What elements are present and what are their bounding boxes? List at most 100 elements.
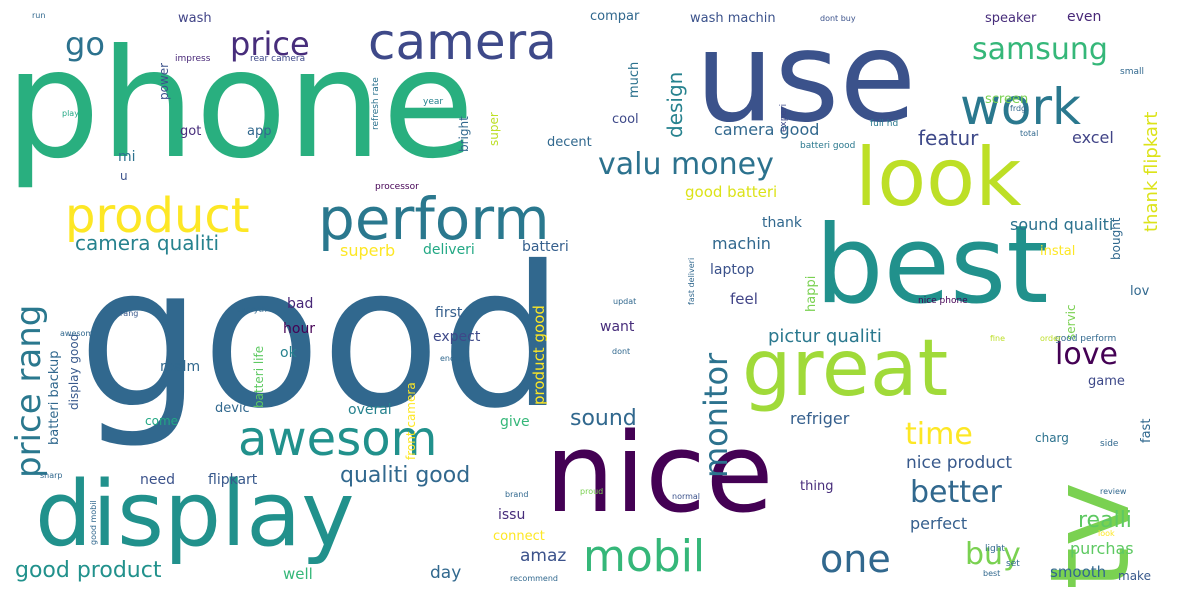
word: one [820,537,891,581]
word: small [1120,67,1144,77]
word: laptop [710,262,755,278]
word: want [600,319,635,335]
word: devic [215,401,250,416]
word: good product [15,558,162,583]
word: fine [990,334,1006,343]
word: sharp [40,471,63,480]
word: perform [318,185,550,253]
word: power [157,62,171,100]
word: camera [368,13,557,71]
word: expect [433,329,481,345]
word: rang [120,309,139,318]
word: thing [800,479,834,494]
word: screen [985,92,1029,107]
word: nice product [906,453,1013,473]
word: play [62,109,79,118]
word: got [180,124,202,139]
word: side [1100,439,1119,449]
word: best [983,569,1001,578]
word: impress [175,54,211,64]
word: machin [712,234,771,253]
word: day [430,563,462,583]
word: display good [67,333,81,410]
word: everyth [236,305,267,314]
word: better [910,475,1002,510]
word: experi [779,103,789,132]
word: mi [118,149,136,165]
word: smooth [1050,563,1107,581]
word: bright [457,116,471,152]
word: amaz [520,546,567,566]
word: superb [340,241,396,260]
word: run [32,11,46,20]
word: feel [730,290,758,308]
word: fast deliveri [687,257,696,305]
word: speaker [985,11,1037,26]
word: love [1055,337,1118,372]
word: decent [547,135,592,150]
word: dont [612,347,631,356]
word: normal [672,492,701,501]
word: perfect [910,514,968,533]
word: good mobil [89,500,98,545]
word: look [1098,529,1115,538]
word: realm [160,359,201,375]
word: full hd [870,119,899,129]
word: review [1100,487,1127,496]
word: u [120,169,128,183]
word: compar [590,9,640,24]
word: brand [505,490,529,499]
word: work [960,78,1081,136]
word: give [500,414,530,430]
word: camera qualiti [75,231,220,255]
word: sound [570,406,637,431]
word: issu [498,507,526,523]
word: cool [612,112,639,127]
word: featur [918,126,979,150]
word: first [435,305,463,321]
word: enough [440,354,471,363]
word: app [247,124,272,139]
word: come [145,414,179,428]
word: nice [545,409,774,537]
word: buy [965,537,1021,572]
word: excel [1072,128,1114,147]
word: go [65,25,105,63]
word: design [663,71,687,138]
word: samsung [972,32,1108,67]
word: well [283,565,313,583]
word: game [1088,374,1125,389]
word: overal [348,402,392,418]
word: valu money [598,147,774,182]
word: phone [5,18,475,192]
word: make [1118,569,1151,583]
word: wash [178,11,212,26]
word: much [627,61,642,98]
word: order [1040,334,1062,343]
word: processor [375,182,419,192]
word: bad [287,296,314,312]
word: connect [493,529,545,544]
word: awesom [238,411,438,467]
word: year [423,97,444,107]
word: use [695,5,917,150]
word: purchas [1070,539,1134,558]
word: rear camera [250,54,306,64]
word: bought [1109,217,1123,261]
word: nice phone [918,296,968,306]
word: batteri [522,239,569,255]
word: display [35,462,355,567]
word: product good [530,305,548,405]
word: good batteri [685,183,778,201]
word: product [65,188,250,244]
word: lov [1130,284,1150,299]
word: refresh rate [371,77,381,130]
word: batteri backup [47,350,62,446]
word: realli [1078,508,1132,533]
word: thank flipkart [1141,111,1162,232]
word: light [985,544,1005,554]
word: set [1006,559,1020,569]
word: batteri life [252,345,266,408]
word: price [230,25,310,63]
